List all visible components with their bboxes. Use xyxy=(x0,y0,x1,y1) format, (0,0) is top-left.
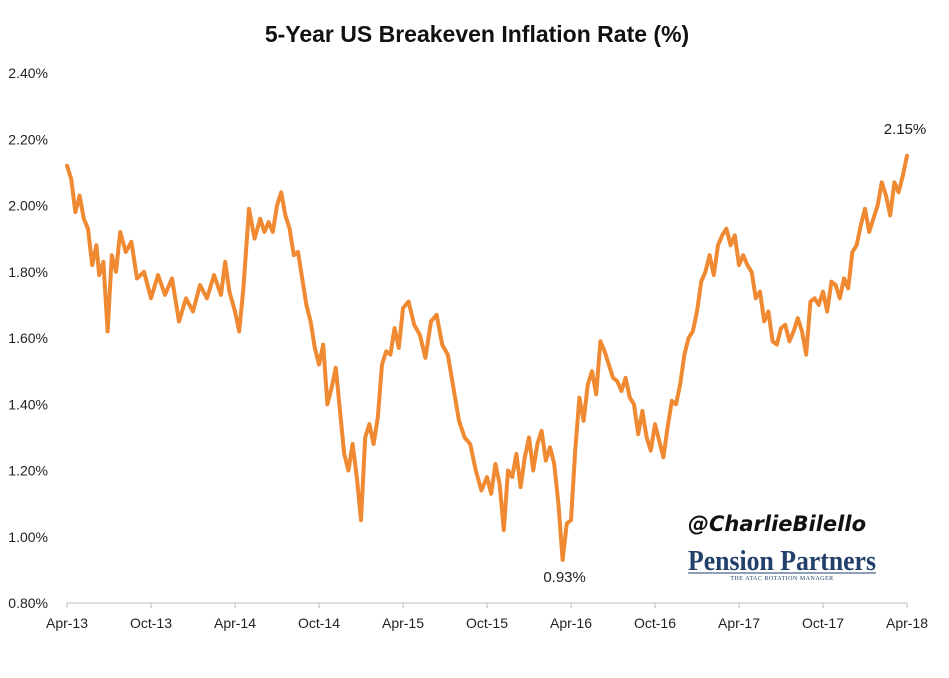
x-tick-label: Apr-15 xyxy=(382,615,424,631)
y-tick-label: 2.00% xyxy=(8,198,48,214)
x-tick-label: Apr-16 xyxy=(550,615,592,631)
data-label: 0.93% xyxy=(543,569,586,586)
x-tick-label: Apr-18 xyxy=(886,615,928,631)
x-tick-label: Apr-17 xyxy=(718,615,760,631)
x-tick-label: Oct-14 xyxy=(298,615,340,631)
y-tick-label: 1.00% xyxy=(8,529,48,545)
series-line xyxy=(65,153,909,562)
data-label: 2.15% xyxy=(884,121,927,138)
y-tick-label: 1.60% xyxy=(8,330,48,346)
y-tick-label: 1.40% xyxy=(8,396,48,412)
watermark-tagline: THE ATAC ROTATION MANAGER xyxy=(730,576,833,582)
y-tick-label: 1.20% xyxy=(8,463,48,479)
x-tick-label: Apr-14 xyxy=(214,615,256,631)
y-tick-label: 2.40% xyxy=(8,65,48,81)
x-axis: Apr-13 Oct-13 Apr-14 Oct-14 Apr-15 Oct-15 Apr-… xyxy=(46,603,928,631)
y-tick-label: 1.80% xyxy=(8,264,48,280)
x-tick-label: Oct-15 xyxy=(466,615,508,631)
watermark: @CharlieBilello Pension Partners THE ATA… xyxy=(688,512,876,582)
x-tick-label: Oct-13 xyxy=(130,615,172,631)
watermark-brand: Pension Partners xyxy=(688,546,876,577)
x-tick-label: Apr-13 xyxy=(46,615,88,631)
chart-title: 5-Year US Breakeven Inflation Rate (%) xyxy=(265,21,689,47)
x-tick-label: Oct-16 xyxy=(634,615,676,631)
annotations-group: 2.15% 0.93% xyxy=(543,121,926,586)
y-tick-label: 2.20% xyxy=(8,131,48,147)
watermark-handle: @CharlieBilello xyxy=(688,512,866,536)
y-tick-label: 0.80% xyxy=(8,595,48,611)
x-tick-label: Oct-17 xyxy=(802,615,844,631)
y-axis: 0.80% 1.00% 1.20% 1.40% 1.60% 1.80% 2.00% 2.20%… xyxy=(8,65,48,611)
series-group xyxy=(65,153,909,562)
